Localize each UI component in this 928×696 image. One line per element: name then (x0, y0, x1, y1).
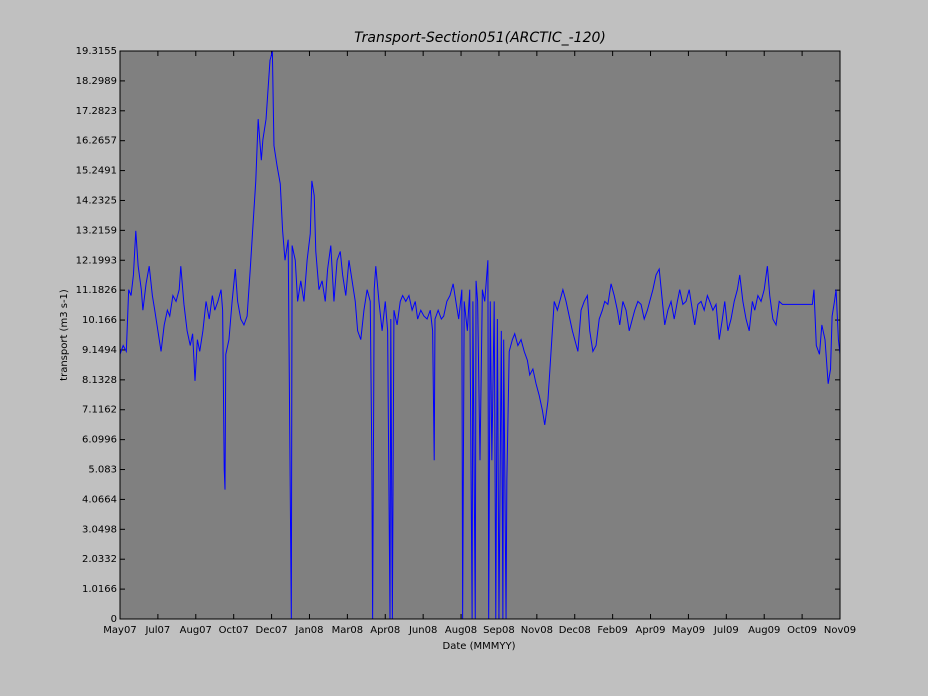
y-tick-label: 3.0498 (82, 524, 117, 535)
x-tick-label: Dec07 (256, 625, 288, 636)
x-tick-label: Aug07 (180, 625, 212, 636)
x-tick-label: May07 (103, 625, 136, 636)
x-tick-label: Apr08 (370, 625, 400, 636)
x-tick-label: Apr09 (636, 625, 666, 636)
y-tick-label: 11.1826 (76, 285, 117, 296)
y-tick-label: 1.0166 (82, 584, 117, 595)
y-tick-label: 9.1494 (82, 345, 117, 356)
x-tick-label: Oct09 (787, 625, 817, 636)
x-tick-label: Nov08 (521, 625, 553, 636)
y-tick-label: 8.1328 (82, 375, 117, 386)
x-tick-label: Aug09 (748, 625, 780, 636)
x-tick-label: Dec08 (559, 625, 591, 636)
y-tick-label: 7.1162 (82, 405, 117, 416)
y-axis-label: transport (m3 s-1) (59, 289, 70, 381)
x-tick-label: May09 (672, 625, 705, 636)
y-tick-label: 18.2989 (76, 76, 117, 87)
y-tick-label: 6.0996 (82, 435, 117, 446)
x-tick-label: Jan08 (294, 625, 323, 636)
x-tick-label: Feb09 (597, 625, 627, 636)
x-tick-label: Jul09 (713, 625, 739, 636)
y-tick-label: 16.2657 (76, 136, 117, 147)
x-tick-label: Nov09 (824, 625, 856, 636)
y-tick-label: 12.1993 (76, 255, 117, 266)
x-tick-label: Sep08 (483, 625, 515, 636)
y-tick-label: 14.2325 (76, 195, 117, 206)
y-tick-label: 17.2823 (76, 106, 117, 117)
y-tick-label: 5.083 (88, 465, 117, 476)
y-tick-label: 4.0664 (82, 494, 117, 505)
x-tick-label: Aug08 (445, 625, 477, 636)
chart-title: Transport-Section051(ARCTIC_-120) (354, 30, 606, 46)
y-tick-label: 10.166 (82, 315, 117, 326)
plot-frame (119, 50, 841, 620)
x-axis-label: Date (MMMYY) (443, 641, 516, 652)
y-tick-label: 15.2491 (76, 166, 117, 177)
y-tick-label: 0 (111, 614, 117, 625)
data-line (119, 51, 841, 620)
x-tick-label: Jun08 (408, 625, 437, 636)
x-tick-label: Mar08 (332, 625, 364, 636)
y-tick-label: 13.2159 (76, 225, 117, 236)
y-tick-label: 19.3155 (76, 46, 117, 57)
plot-area (120, 51, 840, 619)
x-tick-label: Jul07 (144, 625, 170, 636)
x-tick-label: Oct07 (219, 625, 249, 636)
y-tick-label: 2.0332 (82, 554, 117, 565)
